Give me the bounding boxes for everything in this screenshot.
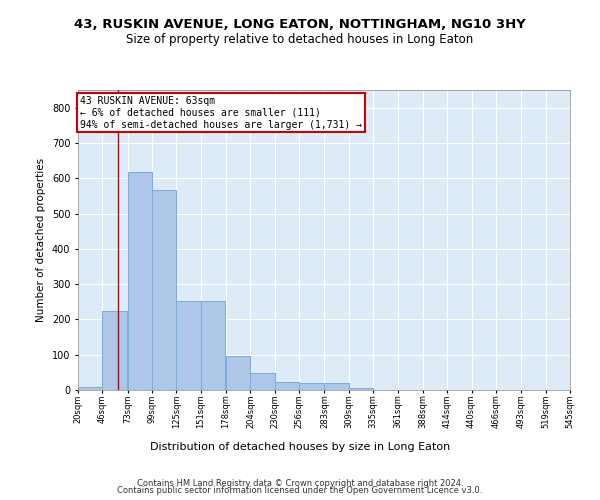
Text: 43, RUSKIN AVENUE, LONG EATON, NOTTINGHAM, NG10 3HY: 43, RUSKIN AVENUE, LONG EATON, NOTTINGHA…	[74, 18, 526, 30]
Text: Distribution of detached houses by size in Long Eaton: Distribution of detached houses by size …	[150, 442, 450, 452]
Y-axis label: Number of detached properties: Number of detached properties	[37, 158, 46, 322]
Text: 43 RUSKIN AVENUE: 63sqm
← 6% of detached houses are smaller (111)
94% of semi-de: 43 RUSKIN AVENUE: 63sqm ← 6% of detached…	[80, 96, 362, 130]
Bar	[152, 190, 176, 390]
Bar	[128, 172, 152, 390]
Bar	[349, 388, 373, 390]
Bar	[275, 382, 299, 390]
Text: Size of property relative to detached houses in Long Eaton: Size of property relative to detached ho…	[127, 32, 473, 46]
Bar	[176, 301, 201, 390]
Bar	[103, 311, 127, 390]
Bar	[250, 373, 275, 390]
Bar	[299, 382, 323, 390]
Text: Contains HM Land Registry data © Crown copyright and database right 2024.: Contains HM Land Registry data © Crown c…	[137, 478, 463, 488]
Bar	[325, 383, 349, 390]
Bar	[201, 301, 225, 390]
Bar	[78, 387, 103, 390]
Text: Contains public sector information licensed under the Open Government Licence v3: Contains public sector information licen…	[118, 486, 482, 495]
Bar	[226, 356, 250, 390]
